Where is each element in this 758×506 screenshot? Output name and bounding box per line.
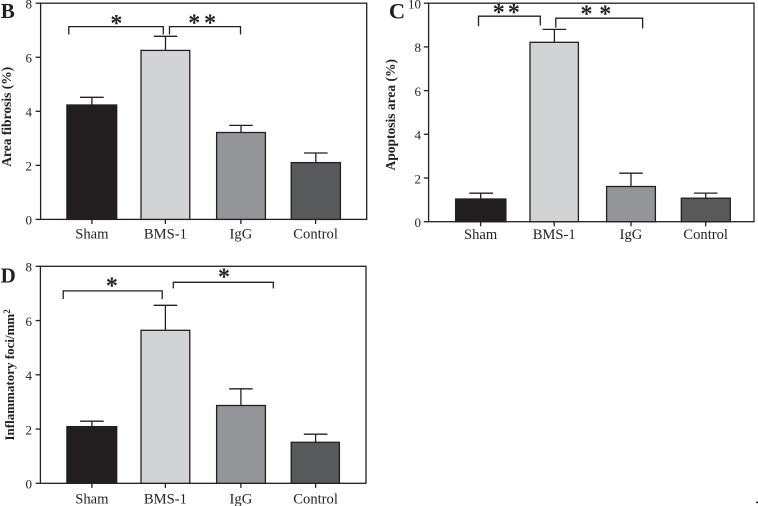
svg-text:*: *: [204, 10, 216, 36]
svg-text:Control: Control: [293, 226, 338, 242]
svg-text:8: 8: [26, 260, 33, 275]
svg-text:8: 8: [26, 0, 33, 12]
svg-text:4: 4: [26, 368, 33, 383]
svg-text:*: *: [493, 0, 505, 26]
svg-text:*: *: [508, 0, 520, 26]
svg-text:BMS-1: BMS-1: [144, 492, 187, 506]
svg-text:*: *: [110, 11, 122, 37]
svg-text:6: 6: [26, 51, 33, 66]
svg-text:C: C: [389, 0, 405, 23]
svg-text:BMS-1: BMS-1: [144, 226, 187, 242]
svg-text:B: B: [1, 0, 15, 23]
svg-text:4: 4: [415, 128, 422, 143]
svg-text:Sham: Sham: [75, 226, 109, 242]
svg-text:*: *: [188, 10, 200, 36]
svg-text:8: 8: [415, 40, 422, 55]
svg-text:Area fibrosis (%): Area fibrosis (%): [0, 67, 14, 167]
svg-text:6: 6: [26, 314, 33, 329]
svg-text:4: 4: [26, 105, 33, 120]
svg-text:IgG: IgG: [230, 492, 253, 506]
svg-text:BMS-1: BMS-1: [533, 227, 576, 243]
svg-text:0: 0: [26, 213, 33, 228]
svg-text:*: *: [599, 2, 611, 28]
svg-text:IgG: IgG: [620, 227, 643, 243]
svg-text:2: 2: [415, 171, 422, 186]
svg-text:Control: Control: [293, 492, 338, 506]
svg-text:Apoptosis area (%): Apoptosis area (%): [383, 59, 398, 171]
svg-text:0: 0: [415, 215, 422, 230]
svg-text:Sham: Sham: [464, 227, 498, 243]
svg-text:*: *: [218, 264, 230, 290]
svg-text:10: 10: [408, 0, 421, 12]
svg-text:IgG: IgG: [230, 226, 253, 242]
svg-text:6: 6: [415, 84, 422, 99]
svg-text:*: *: [581, 2, 593, 28]
svg-text:2: 2: [26, 422, 33, 437]
svg-text:Control: Control: [683, 227, 728, 243]
svg-text:*: *: [106, 273, 118, 299]
svg-text:2: 2: [26, 159, 33, 174]
svg-text:0: 0: [26, 477, 33, 492]
svg-text:Sham: Sham: [75, 492, 109, 506]
svg-text:D: D: [1, 263, 16, 287]
svg-text:Inflammatory foci/mm2: Inflammatory foci/mm2: [2, 309, 17, 441]
